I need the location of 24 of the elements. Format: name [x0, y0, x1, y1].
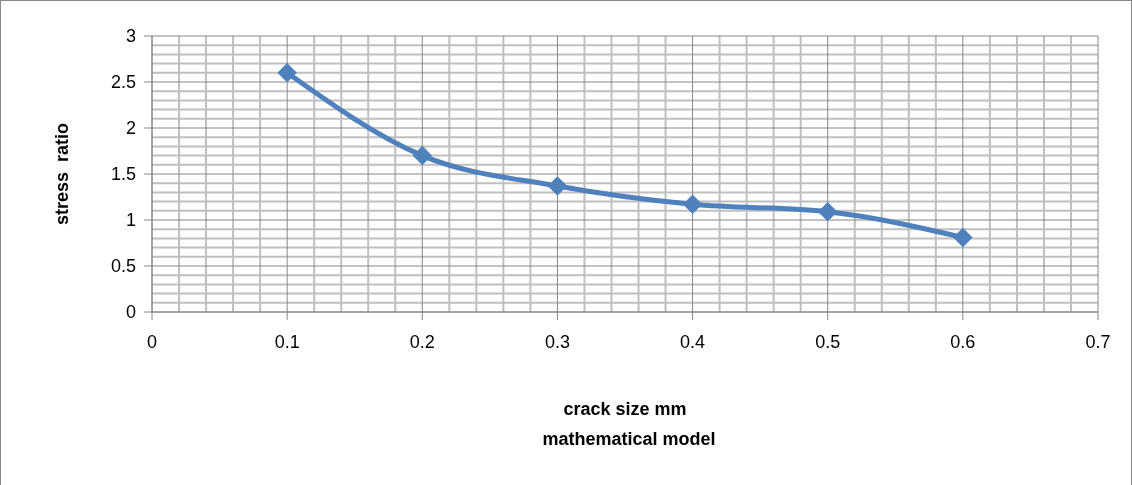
x-tick-label: 0.5	[815, 332, 841, 352]
point	[412, 145, 433, 166]
y-tick-label: 1.5	[110, 164, 136, 185]
x-tick-label: 0.1	[274, 332, 300, 352]
point	[682, 194, 703, 215]
point	[953, 227, 973, 248]
y-tick-label: 0.5	[110, 256, 136, 277]
point	[817, 201, 838, 222]
x-axis-title: crack size mm	[563, 399, 687, 419]
x-tick-label: 0.7	[1085, 332, 1111, 352]
y-tick-label: 2.5	[110, 72, 136, 93]
point	[547, 176, 568, 196]
y-tick-label: 3	[125, 26, 136, 47]
point	[277, 63, 297, 83]
y-tick-label: 1	[125, 210, 136, 231]
y-tick-label: 2	[125, 118, 136, 139]
x-tick-label: 0	[146, 332, 158, 352]
text: mathematical model	[542, 429, 716, 449]
y-axis-title: stress ratio	[52, 122, 72, 226]
y-tick-label: 0	[125, 302, 136, 323]
x-tick-label: 0.6	[950, 332, 976, 352]
x-tick-label: 0.2	[409, 332, 435, 352]
x-tick-label: 0.4	[680, 332, 706, 352]
x-tick-label: 0.3	[544, 332, 570, 352]
